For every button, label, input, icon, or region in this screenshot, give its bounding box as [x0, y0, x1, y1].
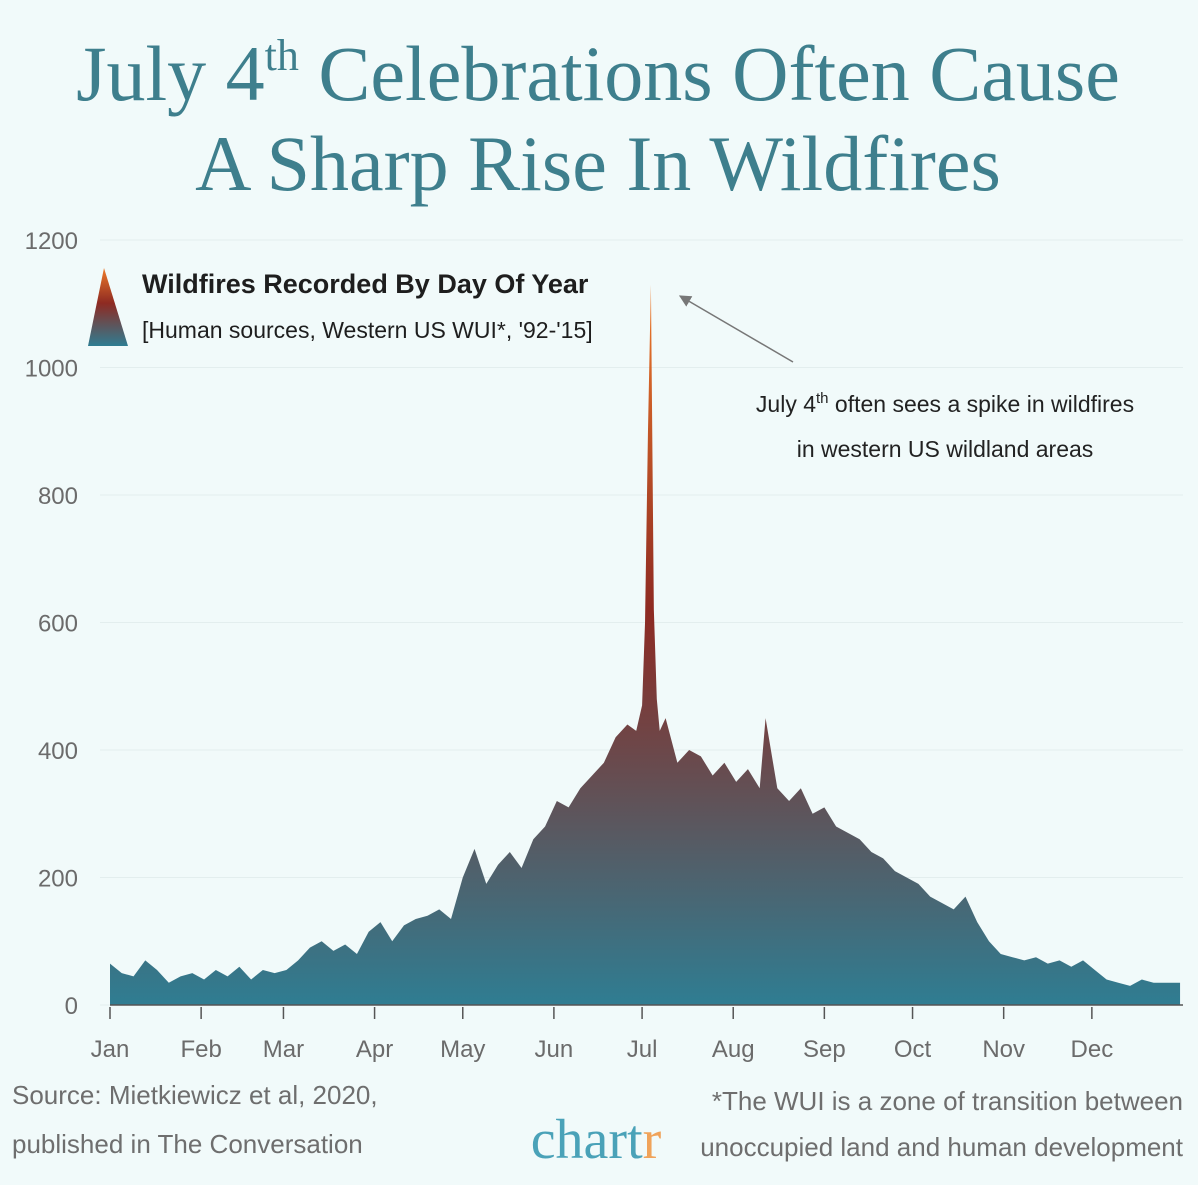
y-tick-label: 200 — [38, 866, 78, 893]
area — [110, 284, 1181, 1005]
legend-title: Wildfires Recorded By Day Of Year — [142, 269, 589, 299]
x-tick-label: May — [440, 1036, 485, 1063]
x-tick-label: Sep — [803, 1036, 846, 1063]
x-tick-label: Jan — [91, 1036, 130, 1063]
brand-logo: chartr — [531, 1109, 662, 1171]
annotation: in western US wildland areas — [797, 436, 1094, 462]
y-tick-label: 1000 — [25, 356, 78, 383]
x-tick-label: Nov — [982, 1036, 1025, 1063]
x-tick-label: Feb — [180, 1036, 221, 1063]
y-tick-label: 600 — [38, 611, 78, 638]
footnote: unoccupied land and human development — [700, 1132, 1184, 1162]
x-tick-label: Aug — [712, 1036, 755, 1063]
x-tick-label: Dec — [1071, 1036, 1114, 1063]
x-tick-label: Oct — [894, 1036, 932, 1063]
y-tick-label: 800 — [38, 483, 78, 510]
y-tick-label: 1200 — [25, 228, 78, 255]
source: Source: Mietkiewicz et al, 2020, — [12, 1080, 378, 1110]
x-tick-label: Jun — [535, 1036, 574, 1063]
x-tick-label: Mar — [263, 1036, 304, 1063]
x-tick-label: Apr — [356, 1036, 393, 1063]
source: published in The Conversation — [12, 1129, 363, 1159]
y-tick-label: 400 — [38, 738, 78, 765]
legend-subtitle: [Human sources, Western US WUI*, '92-'15… — [142, 317, 593, 343]
chart-title: A Sharp Rise In Wildfires — [195, 120, 1001, 207]
annotation-arrow — [678, 295, 794, 363]
x-tick-label: Jul — [627, 1036, 658, 1063]
annotation: July 4th often sees a spike in wildfires — [756, 390, 1134, 417]
footnote: *The WUI is a zone of transition between — [712, 1086, 1183, 1116]
y-tick-label: 0 — [65, 993, 78, 1020]
chart-title: July 4th Celebrations Often Cause — [76, 30, 1120, 117]
legend-icon — [88, 268, 128, 346]
